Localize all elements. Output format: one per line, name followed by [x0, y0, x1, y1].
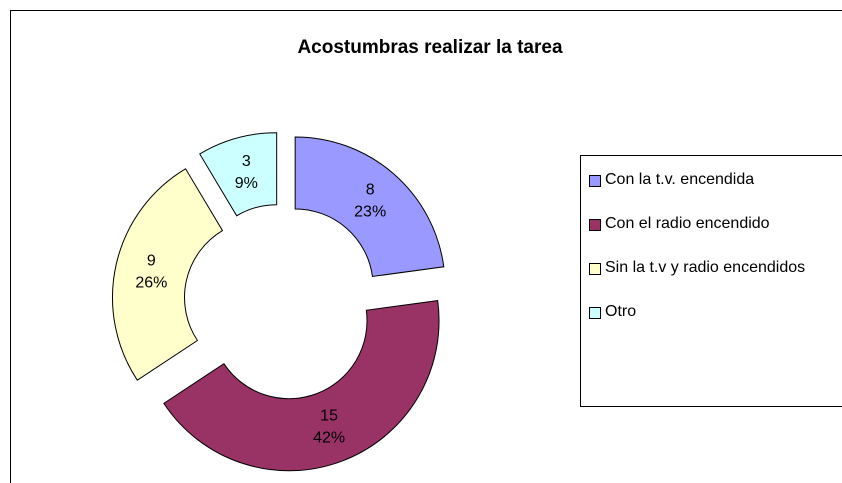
- data-label: 9%: [235, 175, 258, 192]
- legend-item: Otro: [589, 302, 839, 322]
- data-label: 23%: [354, 203, 386, 220]
- data-label: 3: [242, 153, 251, 170]
- legend-item: Con la t.v. encendida: [589, 170, 839, 190]
- legend-swatch: [589, 219, 601, 231]
- legend-label: Otro: [605, 303, 637, 320]
- data-label: 42%: [313, 430, 345, 447]
- donut-slice: [199, 132, 278, 217]
- data-label: 26%: [135, 274, 167, 291]
- legend-swatch: [589, 263, 601, 275]
- legend-swatch: [589, 175, 601, 187]
- chart-title: Acostumbras realizar la tarea: [297, 37, 563, 58]
- legend-label: Con el radio encendido: [605, 215, 770, 232]
- legend-label: Con la t.v. encendida: [605, 171, 755, 188]
- legend-swatch: [589, 307, 601, 319]
- data-label: 15: [320, 408, 338, 425]
- legend-item: Sin la t.v y radio encendidos: [589, 258, 839, 278]
- legend-label: Sin la t.v y radio encendidos: [605, 259, 806, 276]
- legend-item: Con el radio encendido: [589, 214, 839, 234]
- donut-slice: [112, 168, 224, 381]
- data-label: 9: [147, 252, 156, 269]
- donut-slice: [163, 300, 440, 472]
- legend: Con la t.v. encendida Con el radio encend…: [580, 155, 842, 407]
- donut-slice: [294, 136, 445, 278]
- data-label: 8: [366, 181, 375, 198]
